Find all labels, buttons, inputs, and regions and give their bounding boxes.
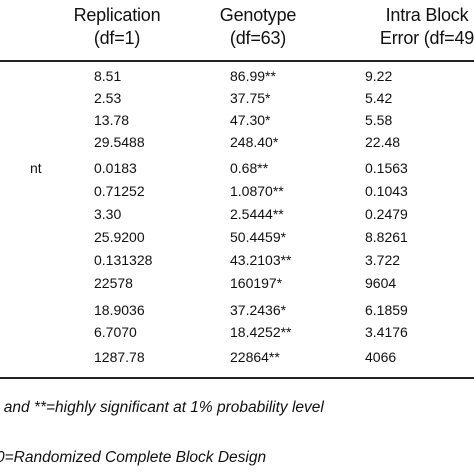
- table-row: 13.78 47.30* 5.58: [0, 110, 474, 130]
- column-header-df: (df=1): [93, 28, 141, 48]
- table-row: 8.51 86.99** 9.22: [0, 66, 474, 86]
- error-value-cell: 22.48: [365, 134, 401, 150]
- genotype-value-cell: 37.2436*: [230, 302, 287, 318]
- column-header-intra-block-error: Intra Block Error (df=49: [352, 4, 474, 50]
- replication-value-cell: 25.9200: [94, 229, 145, 245]
- table-row: nt 0.0183 0.68** 0.1563: [0, 158, 474, 178]
- replication-value-cell: 0.0183: [94, 160, 137, 176]
- column-header-title: Genotype: [219, 5, 297, 25]
- replication-value-cell: 0.131328: [94, 252, 153, 268]
- replication-value-cell: 0.71252: [94, 183, 145, 199]
- table-row: 22578 160197* 9604: [0, 273, 474, 293]
- error-value-cell: 5.42: [365, 90, 393, 106]
- table-top-rule: [0, 60, 474, 62]
- genotype-value-cell: 43.2103**: [230, 252, 292, 268]
- genotype-value-cell: 18.4252**: [230, 324, 292, 340]
- replication-value-cell: 22578: [94, 275, 133, 291]
- table-row: 18.9036 37.2436* 6.1859: [0, 300, 474, 320]
- genotype-value-cell: 248.40*: [230, 134, 279, 150]
- error-value-cell: 3.4176: [365, 324, 408, 340]
- replication-value-cell: 6.7070: [94, 324, 137, 340]
- error-value-cell: 6.1859: [365, 302, 408, 318]
- table-row: 25.9200 50.4459* 8.8261: [0, 227, 474, 247]
- table-row: 0.131328 43.2103** 3.722: [0, 250, 474, 270]
- error-value-cell: 9.22: [365, 68, 393, 84]
- error-value-cell: 0.1563: [365, 160, 408, 176]
- footnote-significance: l and **=highly significant at 1% probab…: [0, 399, 324, 416]
- replication-value-cell: 1287.78: [94, 349, 145, 365]
- genotype-value-cell: 50.4459*: [230, 229, 287, 245]
- error-value-cell: 9604: [365, 275, 397, 291]
- table-row: 6.7070 18.4252** 3.4176: [0, 322, 474, 342]
- row-label-cell: nt: [30, 160, 42, 176]
- column-header-df: (df=63): [229, 28, 287, 48]
- table-row: 0.71252 1.0870** 0.1043: [0, 181, 474, 201]
- table-bottom-rule: [0, 377, 474, 379]
- error-value-cell: 3.722: [365, 252, 401, 268]
- replication-value-cell: 3.30: [94, 206, 122, 222]
- replication-value-cell: 2.53: [94, 90, 122, 106]
- genotype-value-cell: 2.5444**: [230, 206, 284, 222]
- table-row: 1287.78 22864** 4066: [0, 347, 474, 367]
- genotype-value-cell: 37.75*: [230, 90, 271, 106]
- error-value-cell: 4066: [365, 349, 397, 365]
- column-header-title: Replication: [73, 5, 161, 25]
- column-header-genotype: Genotype (df=63): [198, 4, 318, 50]
- genotype-value-cell: 86.99**: [230, 68, 276, 84]
- genotype-value-cell: 22864**: [230, 349, 280, 365]
- error-value-cell: 5.58: [365, 112, 393, 128]
- genotype-value-cell: 160197*: [230, 275, 283, 291]
- footnote-rcbd: 0=Randomized Complete Block Design: [0, 449, 267, 466]
- column-header-replication: Replication (df=1): [56, 4, 178, 50]
- table-row: 29.5488 248.40* 22.48: [0, 132, 474, 152]
- column-header-df: Error (df=49: [379, 28, 474, 48]
- replication-value-cell: 29.5488: [94, 134, 145, 150]
- table-row: 3.30 2.5444** 0.2479: [0, 204, 474, 224]
- genotype-value-cell: 1.0870**: [230, 183, 284, 199]
- genotype-value-cell: 0.68**: [230, 160, 269, 176]
- replication-value-cell: 18.9036: [94, 302, 145, 318]
- replication-value-cell: 8.51: [94, 68, 122, 84]
- genotype-value-cell: 47.30*: [230, 112, 271, 128]
- column-header-title: Intra Block: [385, 5, 469, 25]
- replication-value-cell: 13.78: [94, 112, 130, 128]
- table-row: 2.53 37.75* 5.42: [0, 88, 474, 108]
- error-value-cell: 0.2479: [365, 206, 408, 222]
- error-value-cell: 0.1043: [365, 183, 408, 199]
- error-value-cell: 8.8261: [365, 229, 408, 245]
